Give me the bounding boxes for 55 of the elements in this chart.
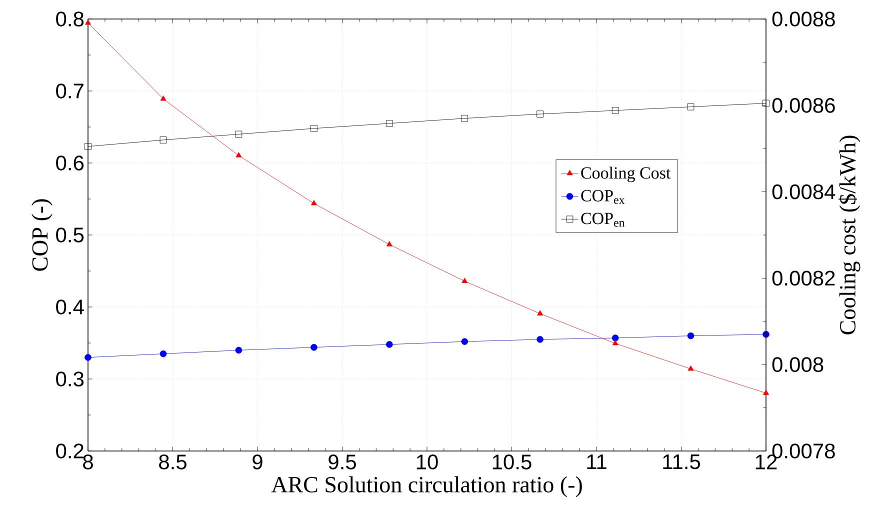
point xyxy=(462,278,468,284)
point xyxy=(310,344,318,351)
y-tick-label: 0.7 xyxy=(56,84,84,98)
point xyxy=(236,152,242,158)
x-axis-title: ARC Solution circulation ratio (-) xyxy=(271,476,582,498)
point xyxy=(688,366,694,371)
point xyxy=(612,107,619,114)
y2-tick-label: 0.0088 xyxy=(772,12,835,26)
point xyxy=(536,110,544,118)
x-tick-label: 11.5 xyxy=(663,454,700,470)
point xyxy=(687,332,694,340)
y-tick-label: 0.2 xyxy=(56,444,84,458)
point xyxy=(84,143,92,150)
y-tick-label: 0.3 xyxy=(56,372,84,386)
point xyxy=(461,114,468,122)
y-axis-title: COP (-) xyxy=(32,199,52,271)
y2-tick-label: 0.008 xyxy=(772,357,824,372)
y2-tick-label: 0.0082 xyxy=(772,270,835,286)
point xyxy=(235,130,242,138)
point xyxy=(160,136,167,144)
y2-axis-title: Cooling cost ($/kWh) xyxy=(838,136,860,334)
x-tick-label: 8.5 xyxy=(159,454,186,470)
x-tick-label: 9 xyxy=(252,454,262,470)
y-tick-label: 0.4 xyxy=(56,300,84,314)
point xyxy=(386,241,392,246)
point xyxy=(85,19,91,25)
point xyxy=(762,100,770,107)
point xyxy=(386,120,393,127)
point xyxy=(84,354,92,361)
point xyxy=(386,341,393,348)
point xyxy=(310,200,317,206)
point xyxy=(461,338,468,345)
x-tick-label: 9.5 xyxy=(328,454,356,470)
legend-label: COP$_{ex}$ xyxy=(581,190,625,204)
y2-tick-label: 0.0086 xyxy=(772,98,835,113)
point xyxy=(537,310,544,316)
y2-tick-label: 0.0084 xyxy=(772,184,836,200)
x-tick-label: 8 xyxy=(83,454,93,470)
point xyxy=(612,340,618,346)
point xyxy=(310,125,318,132)
legend-label: Cooling Cost xyxy=(581,166,671,182)
point xyxy=(160,350,167,358)
point xyxy=(160,96,166,101)
x-tick-label: 10 xyxy=(416,454,438,470)
y-tick-label: 0.8 xyxy=(56,12,84,26)
point xyxy=(763,390,769,395)
point xyxy=(235,346,242,354)
point xyxy=(687,103,694,110)
x-tick-label: 10.5 xyxy=(492,454,532,470)
x-tick-label: 11 xyxy=(587,454,606,469)
y-tick-label: 0.6 xyxy=(56,156,84,170)
legend-label: COP$_{en}$ xyxy=(581,212,625,227)
y-tick-label: 0.5 xyxy=(56,228,84,242)
point xyxy=(612,334,619,342)
point xyxy=(536,336,544,343)
